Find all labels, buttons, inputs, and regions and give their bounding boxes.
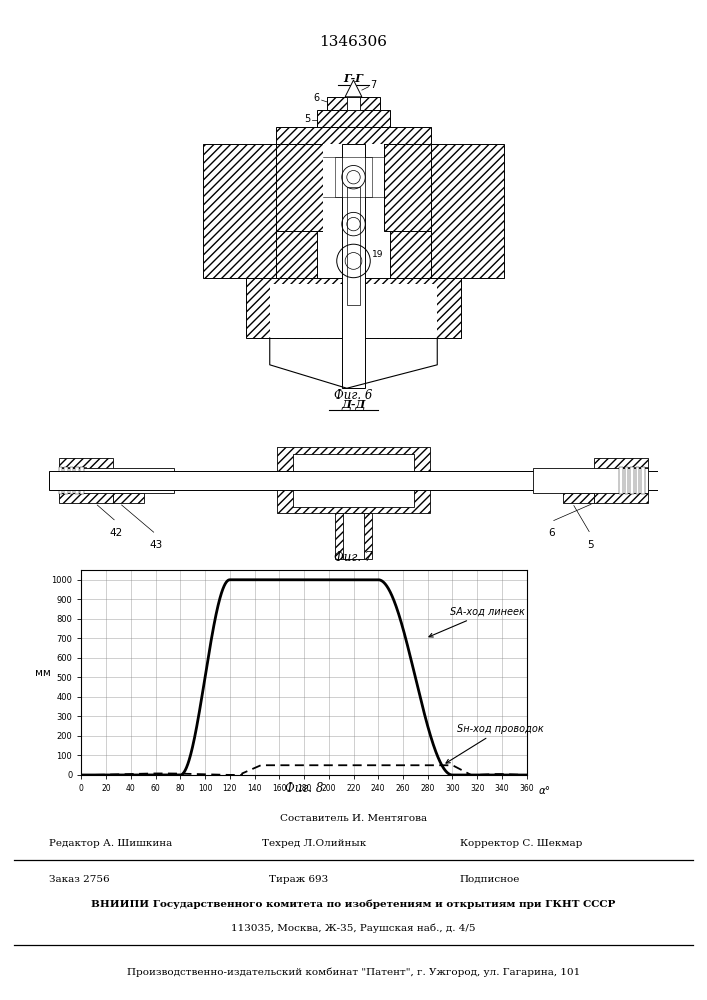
Y-axis label: мм: мм xyxy=(35,668,51,678)
Bar xyxy=(59,480,86,493)
Text: Фиг. 6: Фиг. 6 xyxy=(334,389,373,402)
Text: Фиг. 8: Фиг. 8 xyxy=(285,782,323,796)
Bar xyxy=(384,144,431,231)
Bar xyxy=(533,468,648,493)
Text: 19: 19 xyxy=(372,250,383,259)
Text: Тираж 693: Тираж 693 xyxy=(269,875,328,884)
Bar xyxy=(59,467,62,494)
Bar xyxy=(270,284,437,338)
Bar xyxy=(343,513,364,559)
Bar xyxy=(113,476,144,487)
Text: Техред Л.Олийнык: Техред Л.Олийнык xyxy=(262,840,366,848)
Bar xyxy=(69,467,74,494)
Bar xyxy=(630,467,633,494)
Bar xyxy=(75,467,78,494)
Bar xyxy=(49,471,658,490)
Bar xyxy=(277,447,430,513)
Bar xyxy=(113,493,144,503)
Text: ВНИИПИ Государственного комитета по изобретениям и открытиям при ГКНТ СССР: ВНИИПИ Государственного комитета по изоб… xyxy=(91,900,616,909)
Bar xyxy=(431,144,504,278)
Text: SА-ход линеек: SА-ход линеек xyxy=(429,607,525,637)
Bar xyxy=(390,231,431,278)
Bar xyxy=(641,467,645,494)
Bar xyxy=(335,513,372,559)
Bar xyxy=(327,97,380,110)
Text: 43: 43 xyxy=(149,540,163,550)
Text: Sн-ход проводок: Sн-ход проводок xyxy=(446,724,544,763)
Text: Корректор С. Шекмар: Корректор С. Шекмар xyxy=(460,840,582,848)
Text: 5: 5 xyxy=(588,540,594,550)
Bar xyxy=(594,458,648,503)
Bar xyxy=(59,458,113,503)
Text: 6: 6 xyxy=(314,93,320,103)
Bar xyxy=(621,480,648,493)
Bar xyxy=(335,157,341,197)
Bar xyxy=(276,127,431,144)
Bar xyxy=(203,144,276,278)
Text: Подписное: Подписное xyxy=(460,875,520,884)
Bar xyxy=(563,493,594,503)
Bar xyxy=(276,144,323,231)
Bar xyxy=(347,187,360,304)
Text: Составитель И. Ментягова: Составитель И. Ментягова xyxy=(280,814,427,823)
Text: 5: 5 xyxy=(304,114,310,124)
Text: 42: 42 xyxy=(110,528,123,538)
Text: α°: α° xyxy=(539,786,551,796)
Bar xyxy=(621,467,648,479)
Bar xyxy=(636,467,639,494)
Bar xyxy=(276,231,317,278)
Bar xyxy=(619,467,623,494)
Text: 1346306: 1346306 xyxy=(320,35,387,49)
Text: Фиг. 7: Фиг. 7 xyxy=(334,551,373,564)
Polygon shape xyxy=(345,80,362,97)
Bar xyxy=(341,144,366,388)
Bar xyxy=(64,467,68,494)
Bar xyxy=(293,454,414,507)
Text: Г-Г: Г-Г xyxy=(344,73,363,84)
Bar xyxy=(563,476,594,487)
Bar xyxy=(59,468,174,493)
Text: 113035, Москва, Ж-35, Раушская наб., д. 4/5: 113035, Москва, Ж-35, Раушская наб., д. … xyxy=(231,923,476,933)
Bar xyxy=(347,97,360,110)
Text: 7: 7 xyxy=(370,80,377,90)
Text: Редактор А. Шишкина: Редактор А. Шишкина xyxy=(49,840,173,848)
Bar xyxy=(317,110,390,127)
Text: Заказ 2756: Заказ 2756 xyxy=(49,875,110,884)
Bar xyxy=(246,278,461,338)
Text: Д-Д: Д-Д xyxy=(341,399,366,410)
Bar xyxy=(323,144,384,278)
Bar xyxy=(625,467,629,494)
Text: Производственно-издательский комбинат "Патент", г. Ужгород, ул. Гагарина, 101: Производственно-издательский комбинат "П… xyxy=(127,968,580,977)
Bar xyxy=(366,157,372,197)
Text: 6: 6 xyxy=(548,528,554,538)
Bar xyxy=(59,467,86,479)
Bar xyxy=(81,467,84,494)
